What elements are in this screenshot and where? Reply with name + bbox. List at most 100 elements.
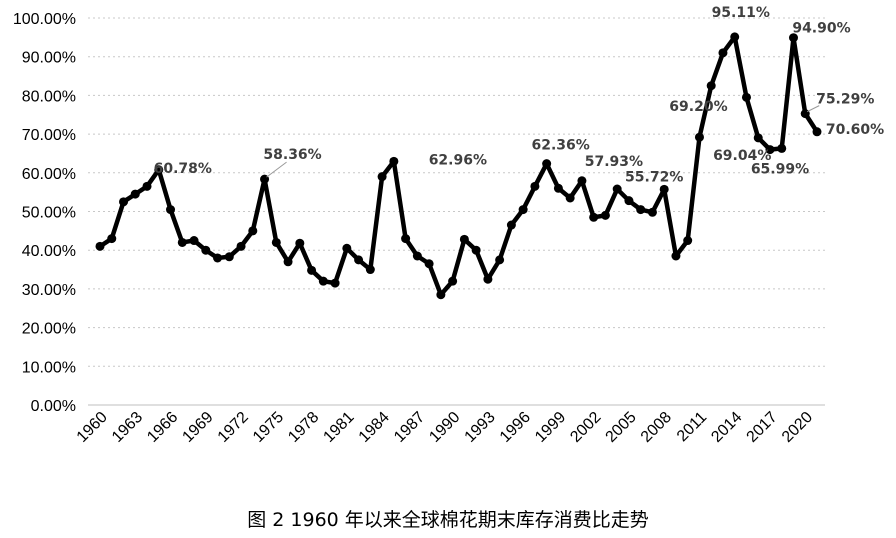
data-point bbox=[271, 237, 281, 247]
x-tick-label: 2011 bbox=[674, 409, 710, 445]
y-tick-label: 70.00% bbox=[22, 127, 76, 144]
x-tick-label: 1996 bbox=[497, 409, 534, 446]
data-point bbox=[201, 245, 211, 255]
x-tick-label: 1960 bbox=[74, 409, 111, 446]
data-point bbox=[600, 210, 610, 220]
y-tick-label: 60.00% bbox=[22, 166, 76, 183]
data-point bbox=[718, 48, 728, 58]
data-label: 65.99% bbox=[751, 162, 809, 178]
data-point bbox=[224, 252, 234, 262]
data-point bbox=[788, 33, 798, 43]
data-label: 57.93% bbox=[585, 154, 643, 170]
data-point bbox=[647, 207, 657, 217]
data-point bbox=[459, 234, 469, 244]
data-label: 62.36% bbox=[531, 138, 589, 154]
x-tick-label: 1978 bbox=[285, 409, 322, 446]
data-point bbox=[589, 212, 599, 222]
x-tick-label: 1990 bbox=[426, 409, 463, 446]
data-label: 70.60% bbox=[826, 122, 884, 138]
x-tick-label: 2020 bbox=[779, 409, 816, 446]
x-tick-label: 1999 bbox=[532, 409, 569, 446]
data-point bbox=[119, 197, 129, 207]
x-tick-label: 1972 bbox=[215, 409, 252, 446]
data-point bbox=[377, 172, 387, 182]
data-point bbox=[659, 184, 669, 194]
data-point bbox=[777, 143, 787, 153]
data-point bbox=[753, 133, 763, 143]
data-point bbox=[542, 159, 552, 169]
data-point bbox=[612, 184, 622, 194]
data-point bbox=[236, 241, 246, 251]
data-point bbox=[354, 255, 364, 265]
x-tick-label: 1963 bbox=[109, 409, 146, 446]
data-point bbox=[95, 241, 105, 251]
data-point bbox=[683, 236, 693, 246]
data-point bbox=[342, 243, 352, 253]
y-tick-label: 0.00% bbox=[31, 398, 76, 415]
y-tick-label: 20.00% bbox=[22, 321, 76, 338]
data-point bbox=[577, 176, 587, 186]
y-tick-label: 50.00% bbox=[22, 205, 76, 222]
data-point bbox=[471, 245, 481, 255]
data-point bbox=[412, 251, 422, 261]
data-label: 95.11% bbox=[712, 5, 770, 21]
data-point bbox=[636, 205, 646, 215]
data-point bbox=[177, 237, 187, 247]
x-tick-label: 1993 bbox=[462, 409, 499, 446]
y-tick-label: 80.00% bbox=[22, 88, 76, 105]
data-label: 94.90% bbox=[792, 21, 850, 37]
x-tick-label: 1987 bbox=[391, 409, 428, 446]
data-point bbox=[506, 220, 516, 230]
data-point bbox=[365, 265, 375, 275]
data-point bbox=[495, 255, 505, 265]
annotation-leader bbox=[266, 161, 287, 178]
x-tick-label: 1981 bbox=[320, 409, 357, 446]
data-label: 69.04% bbox=[713, 148, 771, 164]
x-tick-label: 1984 bbox=[356, 409, 393, 446]
data-point bbox=[530, 181, 540, 191]
data-point bbox=[295, 238, 305, 248]
data-point bbox=[741, 92, 751, 102]
data-point bbox=[389, 156, 399, 166]
data-point bbox=[154, 165, 164, 175]
data-label: 75.29% bbox=[816, 92, 874, 108]
data-point bbox=[448, 276, 458, 286]
data-point bbox=[189, 236, 199, 246]
x-tick-label: 2008 bbox=[638, 409, 675, 446]
x-tick-label: 2017 bbox=[744, 409, 781, 446]
x-tick-label: 1969 bbox=[179, 409, 216, 446]
data-point bbox=[436, 290, 446, 300]
annotation-leader bbox=[807, 105, 820, 113]
y-tick-label: 10.00% bbox=[22, 359, 76, 376]
data-point bbox=[213, 253, 223, 263]
data-label: 55.72% bbox=[625, 169, 683, 185]
data-point bbox=[130, 189, 140, 199]
x-tick-label: 2002 bbox=[567, 409, 604, 446]
data-point bbox=[307, 265, 317, 275]
data-point bbox=[800, 109, 810, 119]
y-tick-label: 40.00% bbox=[22, 243, 76, 260]
data-point bbox=[553, 183, 563, 193]
data-point bbox=[565, 193, 575, 203]
data-point bbox=[624, 196, 634, 206]
x-tick-label: 2014 bbox=[708, 409, 745, 446]
data-label: 69.20% bbox=[669, 99, 727, 115]
y-tick-label: 30.00% bbox=[22, 282, 76, 299]
data-point bbox=[248, 226, 258, 236]
x-tick-label: 1975 bbox=[250, 409, 287, 446]
data-point bbox=[142, 181, 152, 191]
data-point bbox=[483, 274, 493, 284]
data-point bbox=[107, 234, 117, 244]
data-point bbox=[424, 259, 434, 269]
data-point bbox=[694, 132, 704, 142]
data-point bbox=[518, 205, 528, 215]
y-tick-label: 100.00% bbox=[13, 11, 76, 28]
data-point bbox=[283, 257, 293, 267]
y-tick-label: 90.00% bbox=[22, 50, 76, 67]
line-chart: 0.00% 10.00% 20.00% 30.00% 40.00% 50.00% 60.00… bbox=[13, 5, 884, 446]
data-label: 58.36% bbox=[263, 147, 321, 163]
x-tick-label: 2005 bbox=[603, 409, 640, 446]
data-point bbox=[706, 81, 716, 91]
data-point bbox=[401, 234, 411, 244]
data-point bbox=[671, 251, 681, 261]
